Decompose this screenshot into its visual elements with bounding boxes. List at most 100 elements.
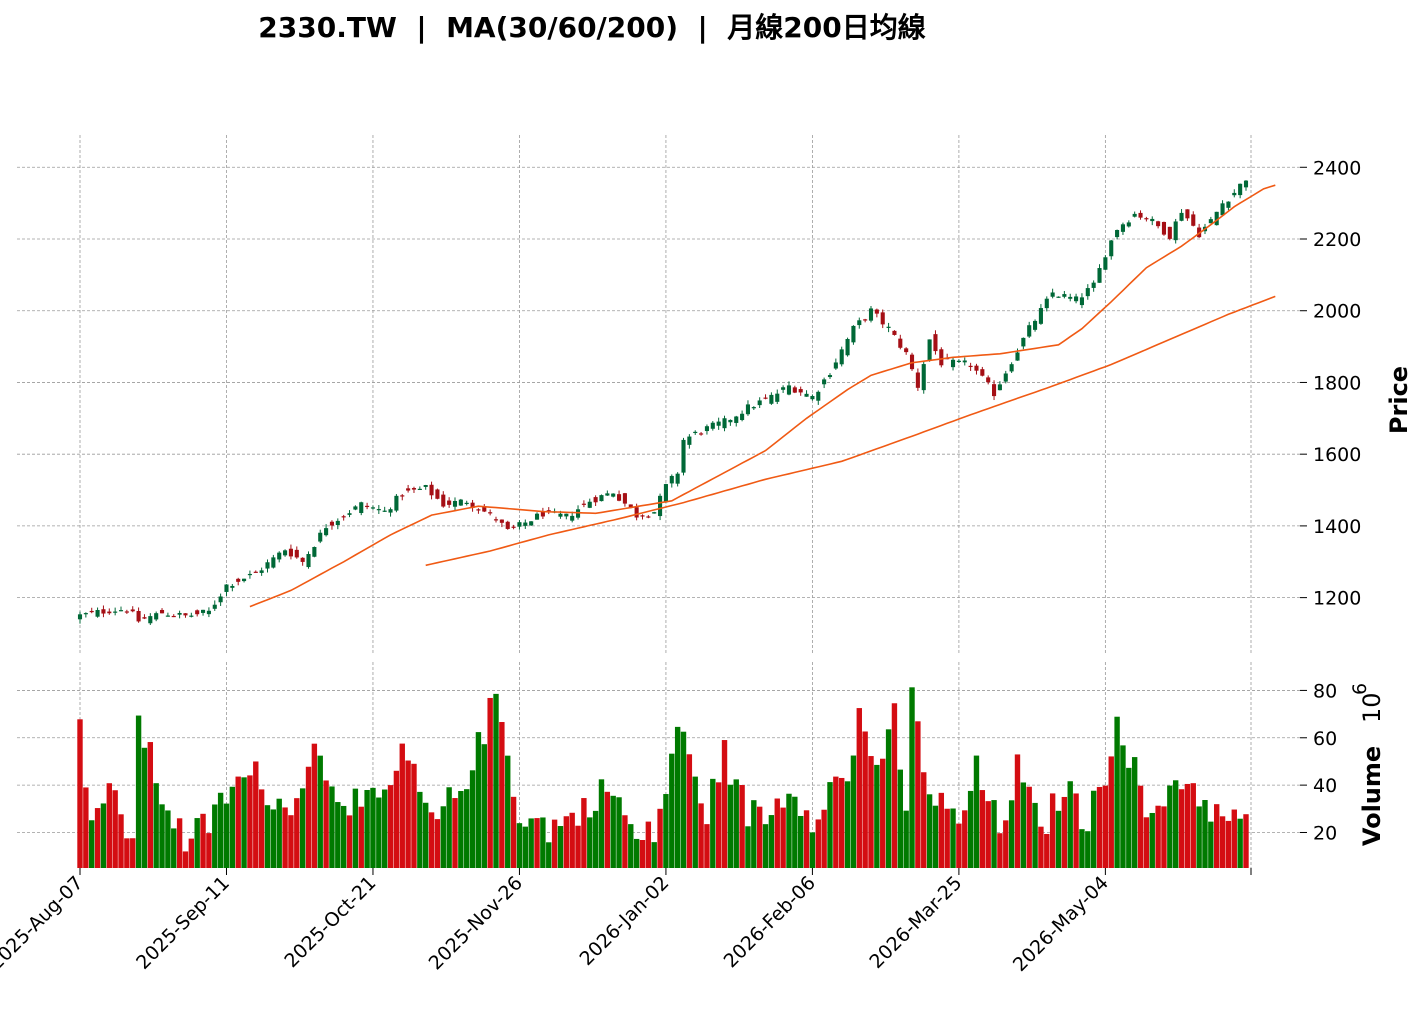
volume-bar	[217, 792, 224, 868]
volume-bar	[739, 785, 745, 868]
volume-bar	[557, 826, 564, 868]
candle-body	[118, 610, 124, 612]
volume-bar	[399, 743, 405, 868]
volume-bar	[903, 810, 909, 868]
candle-body	[921, 364, 926, 391]
volume-bar	[733, 779, 739, 868]
volume-bar	[792, 796, 798, 868]
volume-bar	[932, 805, 939, 868]
volume-tick-label: 80	[1313, 680, 1337, 702]
candle-body	[863, 319, 868, 321]
volume-bar	[381, 789, 388, 868]
volume-bar	[1073, 793, 1079, 868]
volume-bar	[1219, 816, 1226, 868]
candle-body	[1138, 212, 1143, 218]
candle-body	[341, 516, 346, 518]
candle-body	[452, 500, 458, 507]
volume-bar	[188, 838, 195, 868]
candle-body	[1015, 352, 1020, 361]
candle-body	[699, 433, 704, 435]
volume-bar	[751, 800, 757, 868]
volume-bar	[1008, 800, 1015, 868]
candle-body	[611, 493, 616, 497]
candle-body	[183, 613, 188, 616]
price-tick-label: 1600	[1313, 444, 1361, 466]
date-axis: 2025-Aug-07 2025-Sep-11 2025-Oct-21 2025-No…	[0, 868, 1252, 976]
volume-bar	[452, 798, 458, 868]
volume-bar	[376, 797, 382, 868]
volume-bar	[253, 761, 259, 868]
candle-body	[1115, 230, 1120, 238]
candle-body	[962, 360, 967, 363]
candle-body	[534, 513, 540, 520]
candle-body	[540, 511, 545, 517]
candle-body	[587, 501, 592, 508]
date-tick-label: 2025-Oct-21	[280, 872, 380, 972]
candle-body	[1079, 297, 1084, 306]
volume-bar	[200, 813, 206, 868]
candle-body	[417, 488, 422, 491]
volume-bar	[323, 780, 329, 868]
candle-body	[546, 510, 551, 512]
volume-bar	[241, 777, 247, 868]
candle-body	[236, 578, 241, 582]
candle-body	[89, 610, 94, 613]
candle-body	[868, 308, 874, 321]
volume-bar	[592, 810, 599, 868]
volume-bar	[176, 818, 183, 868]
candle-body	[658, 495, 663, 517]
volume-bar	[1243, 814, 1249, 868]
volume-bar	[1067, 781, 1073, 868]
candle-body	[710, 422, 715, 429]
candle-body	[499, 519, 504, 523]
volume-bar	[1003, 820, 1009, 868]
volume-bar	[258, 789, 265, 868]
candle-body	[775, 393, 780, 402]
candle-body	[470, 502, 475, 508]
volume-bar	[77, 719, 83, 868]
volume-bar	[276, 798, 282, 868]
volume-bar	[1090, 790, 1097, 868]
price-tick-label: 1800	[1313, 372, 1361, 394]
candle-body	[1167, 226, 1172, 239]
candle-body	[212, 604, 217, 609]
candle-body	[177, 612, 182, 615]
volume-bar	[1172, 780, 1179, 868]
volume-bar	[1049, 793, 1056, 868]
volume-bar	[1020, 782, 1027, 868]
volume-bar	[1143, 817, 1150, 868]
volume-bar	[803, 810, 810, 868]
volume-bar	[346, 815, 353, 868]
candle-body	[464, 502, 469, 505]
moving-average-lines	[249, 184, 1276, 608]
volume-bar	[1032, 802, 1038, 868]
candle-body	[980, 369, 985, 376]
volume-bar	[997, 833, 1003, 868]
volume-bar	[610, 795, 616, 868]
candle-body	[851, 325, 856, 343]
volume-bar	[616, 797, 622, 868]
candle-body	[271, 557, 276, 568]
volume-bar	[212, 804, 218, 868]
volume-bar	[551, 819, 558, 868]
candle-body	[1044, 298, 1049, 309]
volume-bar	[288, 815, 294, 868]
candle-body	[218, 596, 223, 603]
volume-bar	[651, 842, 657, 868]
volume-bar	[563, 816, 570, 868]
candle-body	[1161, 221, 1167, 235]
volume-bar	[94, 808, 101, 868]
candle-body	[997, 384, 1002, 391]
volume-bar	[856, 708, 862, 868]
volume-bar	[1184, 783, 1191, 868]
candle-body	[1097, 268, 1102, 283]
candle-body	[400, 495, 405, 497]
chart-title: 2330.TW | MA(30/60/200) | 月線200日均線	[258, 11, 925, 44]
volume-bar	[247, 775, 253, 868]
volume-bar	[962, 810, 968, 868]
candle-body	[359, 502, 364, 514]
candle-body	[991, 384, 997, 397]
candle-body	[1243, 180, 1249, 188]
candle-body	[617, 494, 622, 501]
candle-body	[335, 520, 340, 526]
